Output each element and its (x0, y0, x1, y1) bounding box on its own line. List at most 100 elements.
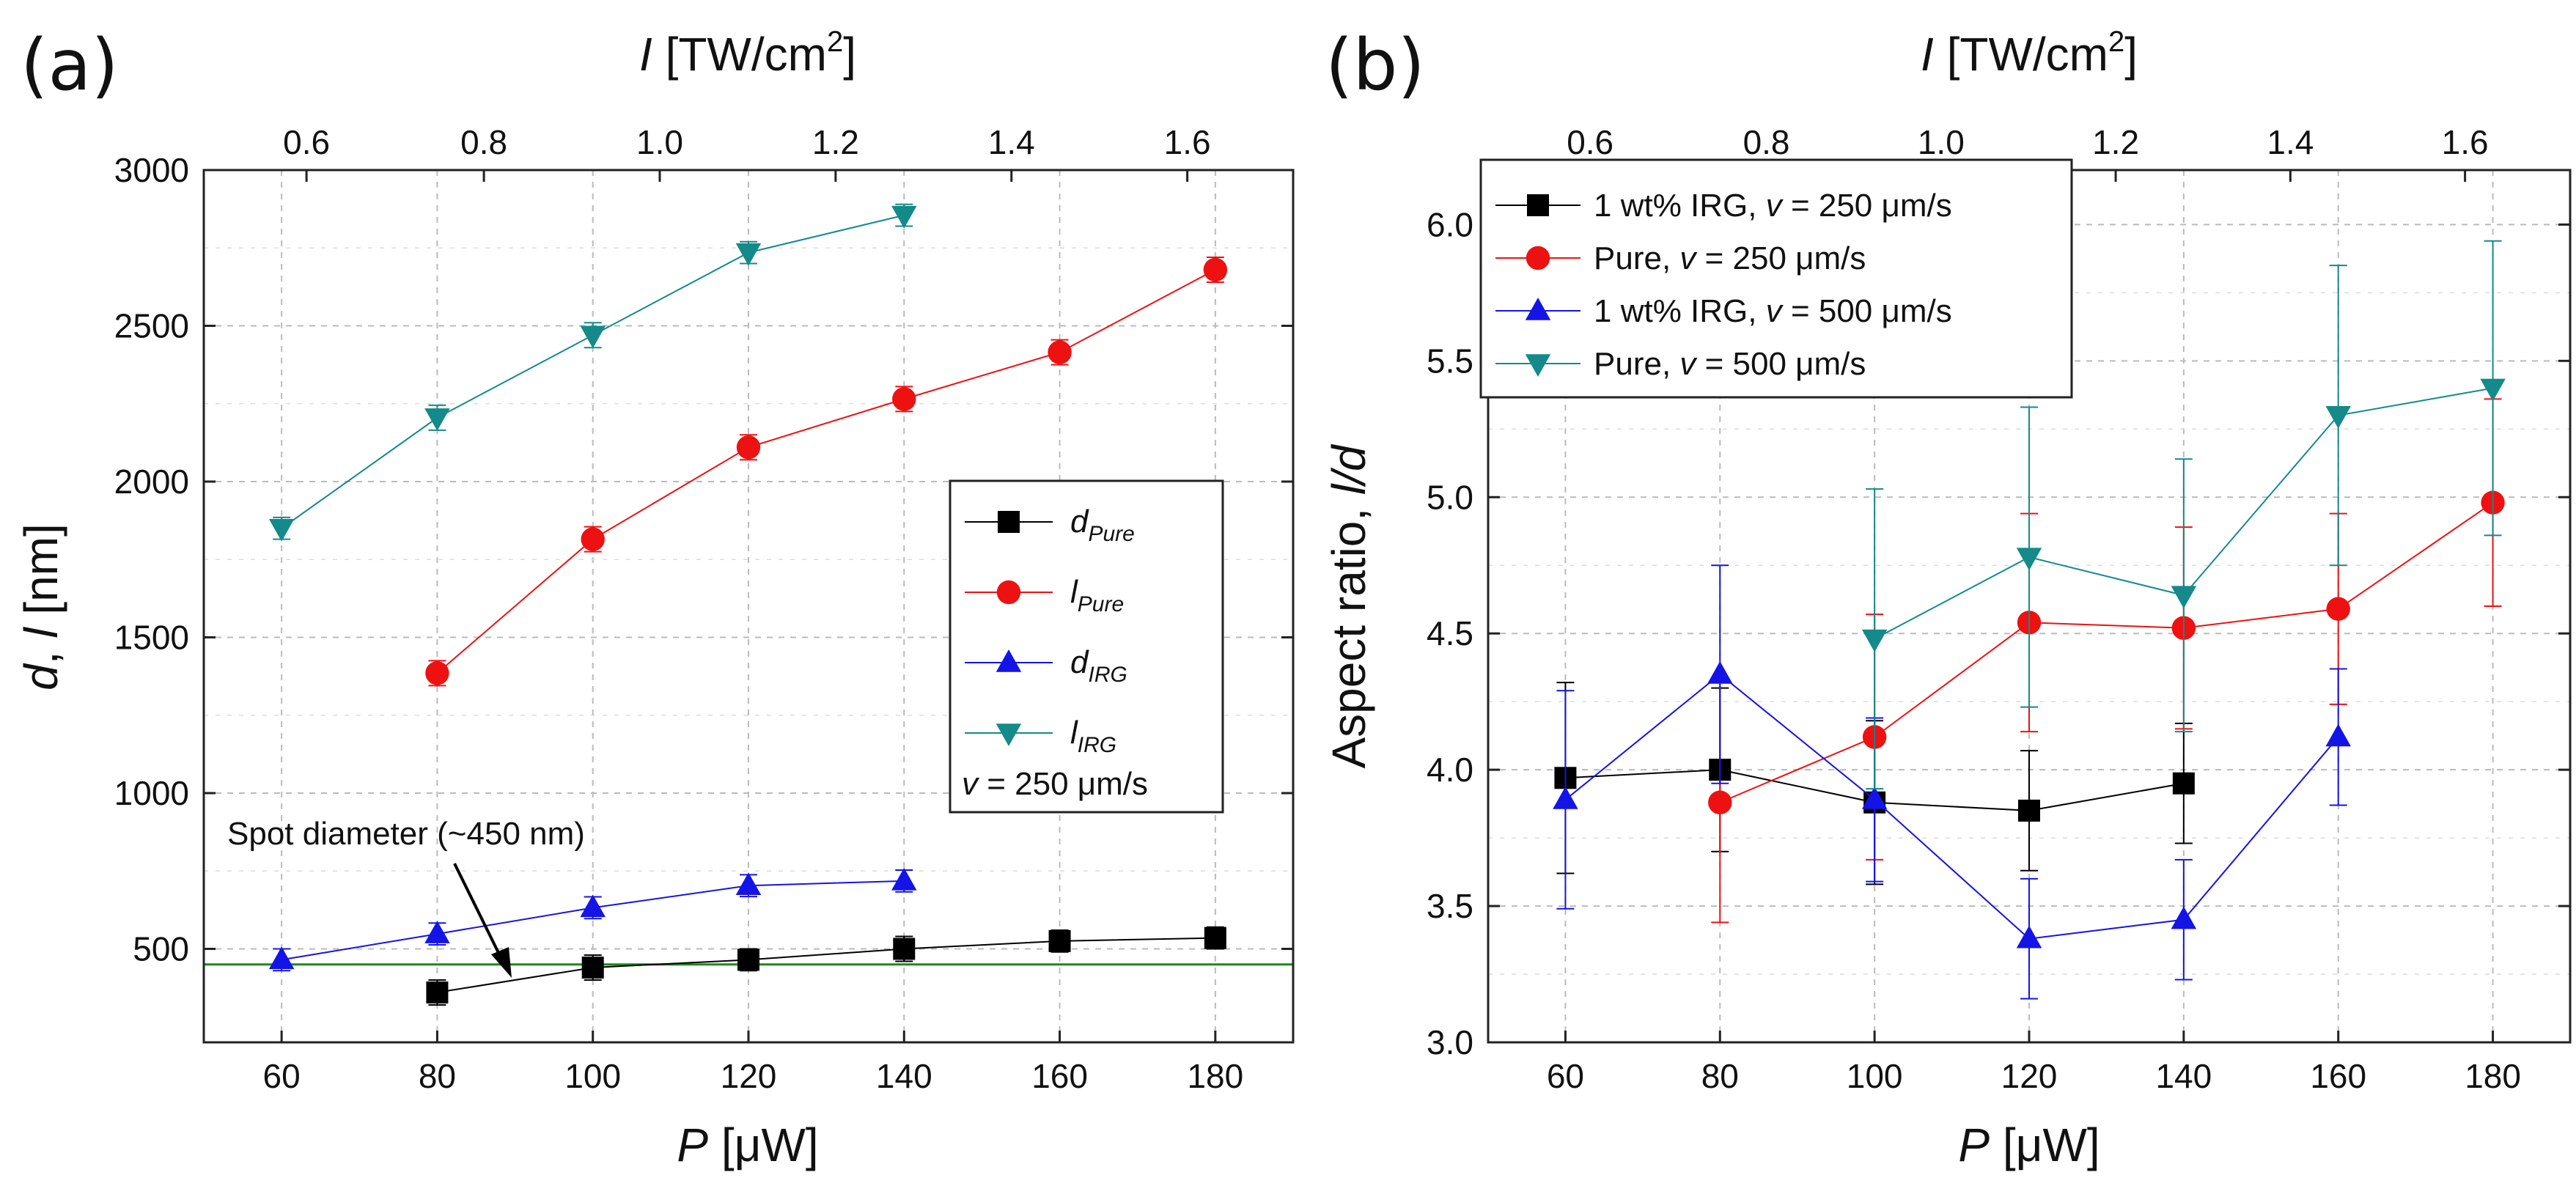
series-line (1719, 501, 2494, 803)
data-point (2480, 378, 2506, 402)
data-point (2325, 405, 2351, 429)
legend-label: dIRG (1070, 644, 1127, 687)
legend-label: 1 wt% IRG, v = 500 μm/s (1594, 293, 1952, 329)
data-point (735, 872, 762, 895)
data-point (1861, 787, 1888, 809)
panel-b-label: (b) (1325, 24, 1425, 106)
panel-a-frame (202, 169, 1295, 1044)
legend-label: Pure, v = 250 μm/s (1594, 240, 1866, 276)
y-tick-label: 4.5 (1427, 614, 1473, 652)
data-point (426, 981, 449, 1003)
top-tick-label: 0.8 (1743, 123, 1790, 161)
top-tick-label: 1.6 (1164, 123, 1211, 161)
legend-label: lIRG (1070, 715, 1116, 757)
data-point (425, 661, 449, 685)
velocity-note: v = 250 μm/s (962, 766, 1148, 802)
panel-b-x-axis-title: P [μW] (1958, 1119, 2100, 1171)
series-line (1564, 673, 2339, 940)
data-point (737, 949, 759, 971)
top-tick-label: 1.2 (812, 123, 859, 161)
data-point (735, 243, 762, 266)
y-tick-label: 500 (133, 930, 189, 968)
panel-b-y-axis-title: Aspect ratio, l/d (1322, 443, 1375, 769)
data-point (1553, 787, 1578, 809)
x-tick-label: 100 (1847, 1057, 1903, 1095)
x-tick-label: 180 (1187, 1057, 1243, 1095)
series-0 (426, 926, 1226, 1006)
y-tick-label: 3.5 (1427, 887, 1473, 925)
data-point (1204, 927, 1226, 949)
data-point (1708, 790, 1732, 814)
data-point (891, 205, 917, 229)
x-tick-label: 80 (419, 1057, 456, 1095)
x-tick-label: 180 (2465, 1057, 2521, 1095)
x-tick-label: 160 (2310, 1057, 2366, 1095)
data-point (736, 435, 761, 460)
y-tick-label: 3000 (114, 151, 189, 189)
x-tick-label: 140 (2155, 1057, 2212, 1095)
panel-a-top-axis-title: I [TW/cm2] (639, 26, 856, 81)
x-tick-label: 160 (1031, 1057, 1088, 1095)
top-tick-label: 1.2 (2092, 123, 2139, 161)
series-1 (1708, 398, 2505, 924)
y-tick-label: 5.5 (1427, 342, 1473, 380)
x-tick-label: 60 (1547, 1057, 1584, 1095)
data-point (892, 387, 916, 411)
data-point (268, 519, 295, 542)
y-tick-label: 2000 (114, 463, 189, 501)
y-tick-label: 2500 (114, 307, 189, 345)
legend-marker (1527, 194, 1549, 216)
y-tick-label: 4.0 (1427, 751, 1473, 789)
panel-a-ticks: 60 80 100 120 140 160 180 0.6 0.8 1.0 1.2 1.4 1.6 500… (114, 123, 1293, 1095)
data-point (268, 946, 295, 970)
x-tick-label: 140 (876, 1057, 932, 1095)
data-point (424, 408, 450, 431)
top-tick-label: 1.4 (2267, 123, 2314, 161)
x-tick-label: 100 (564, 1057, 621, 1095)
top-tick-label: 0.6 (283, 123, 330, 161)
x-tick-label: 80 (1701, 1057, 1739, 1095)
legend-marker (996, 723, 1022, 746)
y-tick-label: 3.0 (1427, 1023, 1473, 1061)
panel-b-plot (1553, 240, 2506, 1000)
data-point (581, 527, 605, 551)
data-point (424, 921, 450, 943)
panel-b-top-axis-title: I [TW/cm2] (1921, 26, 2138, 81)
x-tick-label: 120 (721, 1057, 777, 1095)
y-tick-label: 6.0 (1427, 205, 1473, 243)
series-3 (268, 203, 917, 542)
data-point (2016, 925, 2042, 949)
data-point (1048, 340, 1072, 364)
data-point (2016, 548, 2042, 571)
panel-a-plot (204, 203, 1293, 1006)
x-tick-label: 120 (2001, 1057, 2058, 1095)
panel-a-legend: dPure lPure dIRG lIRG (965, 504, 1135, 757)
y-tick-label: 5.0 (1427, 478, 1473, 516)
legend-marker (996, 580, 1021, 605)
y-tick-label: 1500 (114, 619, 189, 657)
data-point (2171, 906, 2197, 929)
panel-a-label: (a) (21, 24, 119, 106)
data-point (2171, 586, 2197, 609)
panel-a-x-axis-title: P [μW] (677, 1119, 818, 1171)
data-point (1707, 660, 1733, 684)
legend-marker (1525, 354, 1551, 377)
top-tick-label: 0.6 (1567, 123, 1613, 161)
series-1 (425, 257, 1228, 687)
data-point (581, 957, 604, 979)
spot-diameter-arrow (453, 863, 504, 962)
data-point (2326, 597, 2350, 621)
spot-diameter-arrowhead (491, 947, 512, 978)
panel-a: (a) I [TW/cm2] 60 80 100 120 140 160 180 0.6 0.8… (15, 24, 1295, 1171)
y-tick-label: 1000 (114, 774, 189, 812)
legend-label: Pure, v = 500 μm/s (1594, 346, 1866, 382)
data-point (893, 938, 916, 960)
panel-b-legend: 1 wt% IRG, v = 250 μm/s Pure, v = 250 μm/… (1495, 188, 1952, 382)
data-point (1861, 629, 1888, 652)
panel-b-ticks: 60 80 100 120 140 160 180 0.6 0.8 1.0 1.2 1.4 1.6 3.0… (1427, 123, 2570, 1095)
panel-a-y-axis-title: d, l [nm] (15, 523, 67, 690)
data-point (1048, 929, 1071, 952)
series-2 (268, 867, 917, 972)
panel-b-legend-box (1479, 158, 2073, 399)
